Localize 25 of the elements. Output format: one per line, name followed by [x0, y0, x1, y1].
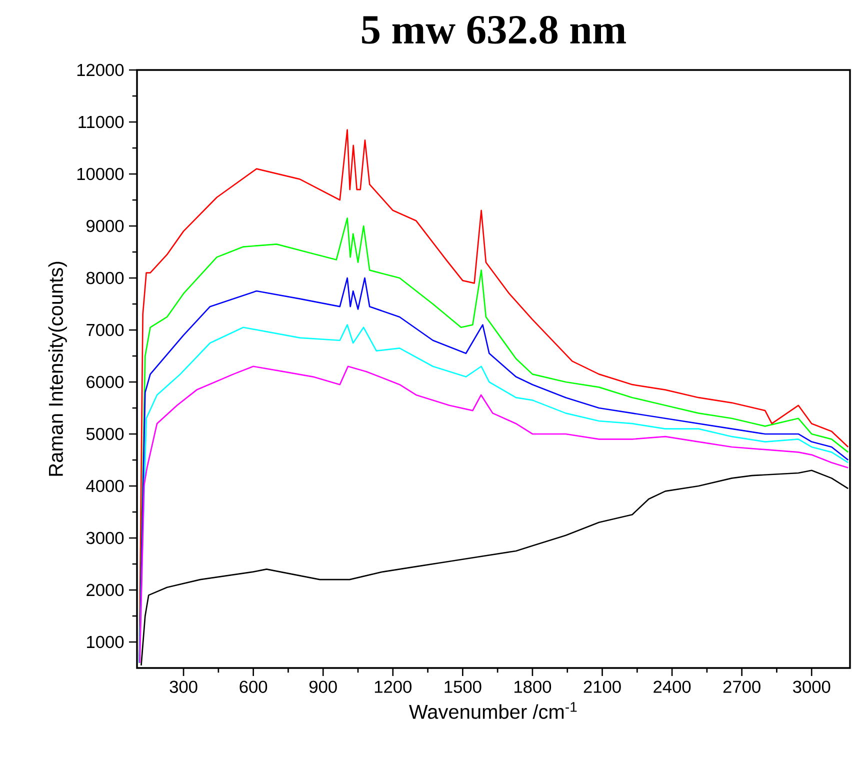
x-tick-label: 1800 — [514, 680, 552, 693]
y-tick-label: 12000 — [77, 64, 124, 76]
y-tick-label: 6000 — [86, 376, 124, 388]
x-tick-label: 2700 — [723, 680, 760, 693]
x-tick-label: 300 — [170, 680, 198, 693]
y-tick-label: 1000 — [87, 636, 124, 648]
x-tick-label: 1500 — [444, 680, 482, 693]
x-tick-label: 1200 — [374, 680, 412, 693]
y-tick-label: 4000 — [86, 480, 124, 492]
x-tick-label: 2400 — [654, 680, 691, 693]
y-tick-label: 2000 — [86, 584, 124, 596]
x-tick-label: 3000 — [793, 680, 830, 693]
x-axis-title: Wavenumber /cm$^{-1}$ — [409, 702, 577, 719]
chart-title: 5 mw 632.8 nm — [362, 16, 626, 44]
y-tick-label: 11000 — [78, 116, 124, 128]
x-tick-label: 900 — [309, 680, 337, 693]
y-tick-label: 5000 — [86, 428, 124, 440]
y-tick-label: 3000 — [86, 532, 124, 544]
y-tick-label: 10000 — [77, 168, 124, 180]
y-tick-label: 9000 — [86, 220, 124, 232]
x-tick-label: 2100 — [584, 680, 621, 693]
x-tick-label: 600 — [240, 680, 268, 693]
y-tick-label: 8000 — [86, 272, 124, 284]
y-axis-title: Raman Intensity(counts) — [48, 262, 67, 476]
y-tick-label: 7000 — [86, 324, 124, 336]
